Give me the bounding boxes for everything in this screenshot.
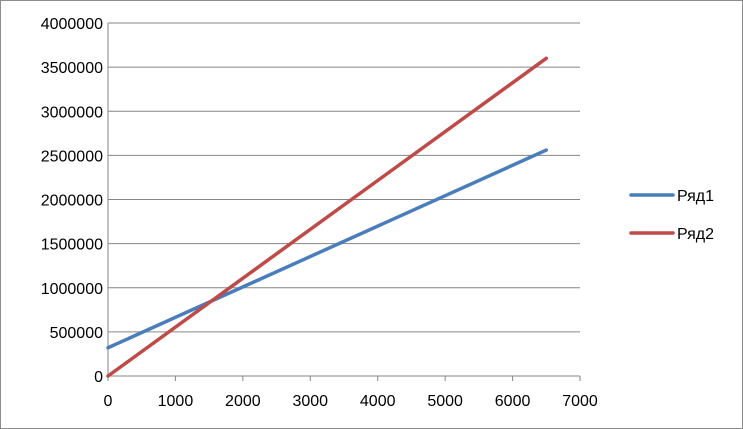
x-tick-label: 0 — [104, 393, 113, 410]
y-tick-label: 0 — [94, 369, 103, 386]
series-line-1 — [106, 148, 549, 350]
legend-label: Ряд1 — [677, 188, 714, 205]
x-tick-label: 1000 — [158, 393, 194, 410]
y-tick-label: 1000000 — [41, 281, 103, 298]
x-tick-label: 4000 — [360, 393, 396, 410]
x-tick-label: 5000 — [427, 393, 463, 410]
x-tick-label: 6000 — [495, 393, 531, 410]
x-tick-label: 7000 — [562, 393, 598, 410]
y-tick-label: 500000 — [50, 325, 103, 342]
y-tick-label: 3500000 — [41, 60, 103, 77]
x-tick-label: 2000 — [225, 393, 261, 410]
y-tick-label: 4000000 — [41, 16, 103, 33]
y-tick-label: 2500000 — [41, 148, 103, 165]
legend-label: Ряд2 — [677, 226, 714, 243]
x-tick-label: 3000 — [292, 393, 328, 410]
y-tick-label: 3000000 — [41, 104, 103, 121]
y-tick-label: 2000000 — [41, 193, 103, 210]
y-tick-label: 1500000 — [41, 237, 103, 254]
series-line-2 — [106, 56, 549, 378]
